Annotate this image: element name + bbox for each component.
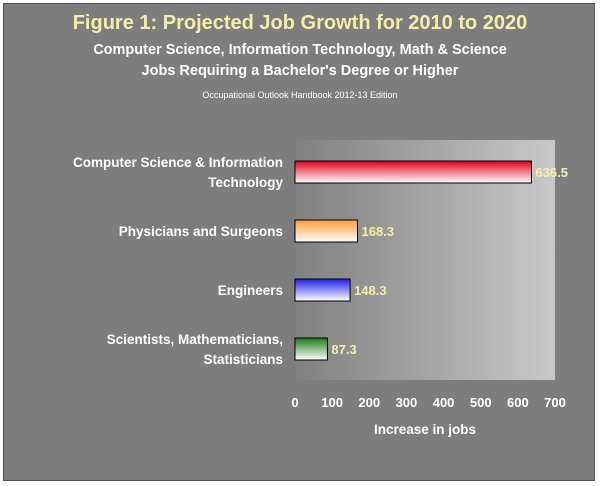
x-tick-label-1: 100 xyxy=(321,395,343,410)
x-tick-label-0: 0 xyxy=(291,395,298,410)
chart-subtitle-line-2: Jobs Requiring a Bachelor's Degree or Hi… xyxy=(141,63,459,79)
category-label-0-line-0: Computer Science & Information xyxy=(73,155,283,170)
chart-source-note: Occupational Outlook Handbook 2012-13 Ed… xyxy=(202,90,398,100)
category-label-2-line-0: Engineers xyxy=(218,283,283,298)
x-tick-label-5: 500 xyxy=(470,395,492,410)
bar-1 xyxy=(294,219,359,243)
x-tick-label-4: 400 xyxy=(433,395,455,410)
x-tick-label-3: 300 xyxy=(396,395,418,410)
x-axis-title: Increase in jobs xyxy=(374,422,476,437)
data-label-3: 87.3 xyxy=(331,342,356,357)
data-label-0: 636.5 xyxy=(535,165,568,180)
chart-title: Figure 1: Projected Job Growth for 2010 … xyxy=(72,12,528,34)
category-label-1-line-0: Physicians and Surgeons xyxy=(119,224,283,239)
data-label-1: 168.3 xyxy=(362,224,395,239)
data-label-2: 148.3 xyxy=(354,283,387,298)
x-tick-label-2: 200 xyxy=(358,395,380,410)
category-label-0-line-1: Technology xyxy=(208,175,283,190)
x-tick-label-6: 600 xyxy=(507,395,529,410)
x-tick-label-7: 700 xyxy=(544,395,566,410)
category-label-3-line-1: Statisticians xyxy=(203,352,283,367)
bar-3 xyxy=(294,337,328,361)
bar-0 xyxy=(294,160,532,184)
category-label-3-line-0: Scientists, Mathematicians, xyxy=(107,332,283,347)
chart-subtitle-line-1: Computer Science, Information Technology… xyxy=(93,42,507,58)
bar-2 xyxy=(294,278,351,302)
